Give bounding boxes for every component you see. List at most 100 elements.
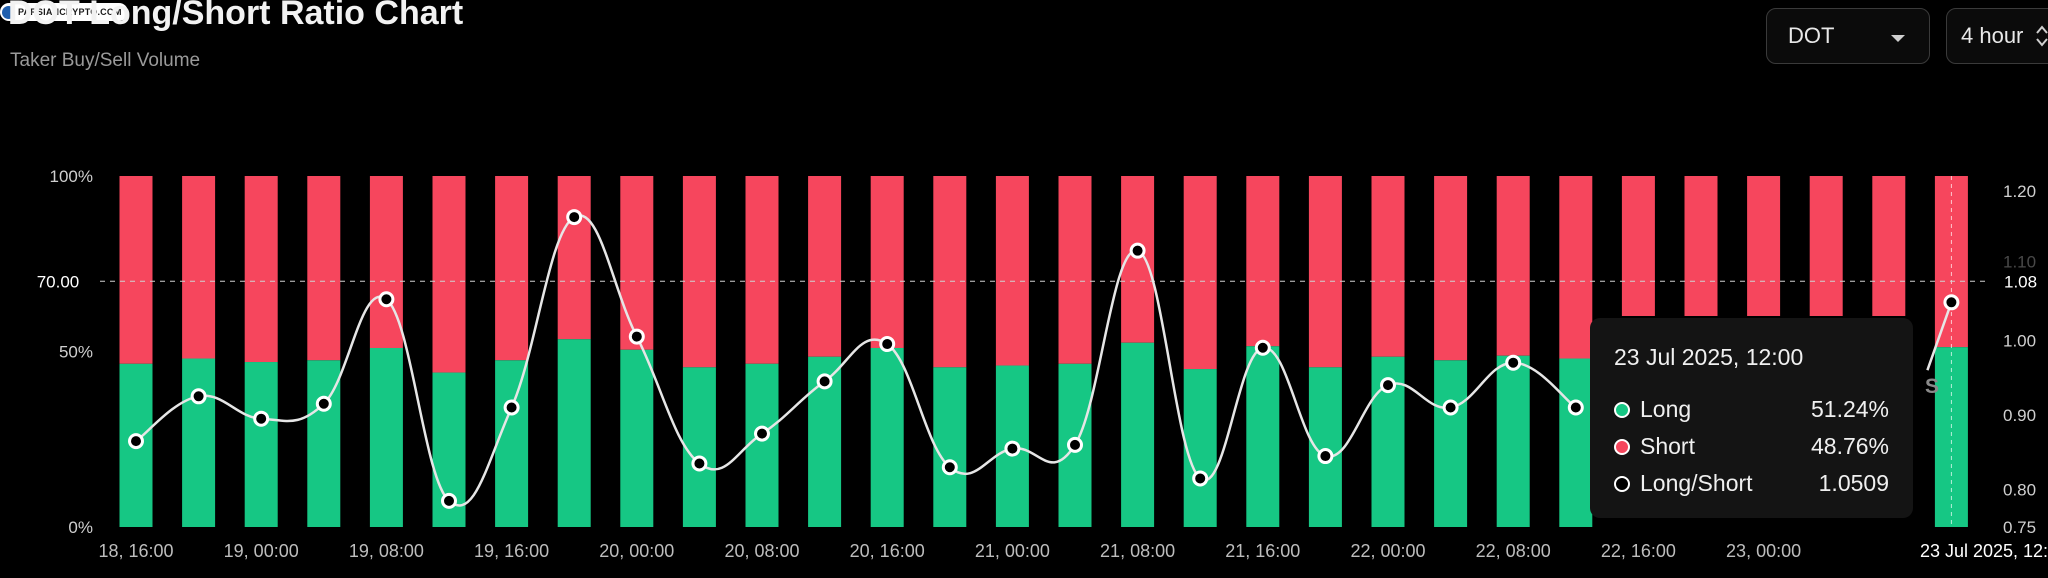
bar-short (1308, 176, 1342, 368)
ratio-point (128, 433, 144, 450)
short-dot-icon (1614, 438, 1630, 455)
caret-down-icon (1891, 35, 1905, 42)
reference-right-label: 1.08 (2004, 272, 2037, 291)
bar-short (870, 176, 904, 348)
x-tick-label: 19, 00:00 (224, 541, 299, 561)
bar-short (1934, 176, 1968, 348)
bar-short-partial (1621, 176, 1655, 316)
x-tick-label: 20, 08:00 (724, 541, 799, 561)
reference-right-label-bg (1992, 266, 2048, 297)
bar-long (244, 362, 278, 527)
ratio-point (315, 395, 332, 412)
y-right-tick-label: 1.00 (2003, 331, 2036, 350)
tooltip-row-long: Long 51.24% (1614, 391, 1889, 428)
bar-long (1496, 355, 1530, 527)
tooltip-row-short: Short 48.76% (1614, 428, 1889, 465)
bar-long (1183, 369, 1217, 527)
y-right-tick-label: 0.80 (2003, 481, 2036, 500)
bar-long (1559, 358, 1593, 527)
ratio-point (941, 459, 958, 476)
bar-long (620, 349, 654, 527)
updown-chevron-icon (2036, 25, 2048, 47)
x-tick-label: 22, 16:00 (1601, 541, 1676, 561)
coin-select-value: DOT (1788, 23, 1835, 48)
long-dot-icon (1614, 401, 1630, 418)
bar-short-partial (1747, 176, 1781, 316)
x-tick-label: 21, 08:00 (1100, 541, 1175, 561)
bar-long (682, 367, 716, 527)
y-left-tick-label: 100% (50, 167, 93, 186)
bar-short (1559, 176, 1593, 359)
interval-select-value: 4 hour (1961, 23, 2024, 48)
tooltip-date: 23 Jul 2025, 12:00 (1614, 344, 1804, 370)
bar-short (1496, 176, 1530, 356)
coin-select[interactable]: DOT (1766, 8, 1930, 64)
tooltip-label: Long/Short (1640, 470, 1753, 496)
x-tick-label: 21, 00:00 (975, 541, 1050, 561)
bar-short-partial (1684, 176, 1718, 316)
ratio-point (566, 209, 583, 226)
reference-left-label: 70.00 (37, 272, 80, 291)
bar-long (1121, 342, 1155, 527)
x-tick-label: 19, 08:00 (349, 541, 424, 561)
x-tick-label-bg (1868, 534, 2048, 564)
x-tick-label: 21, 16:00 (1225, 541, 1300, 561)
bar-long (1934, 347, 1968, 527)
ratio-point (253, 410, 270, 427)
tooltip-value: 51.24% (1810, 396, 1889, 422)
y-right-tick-label: 0.75 (2003, 518, 2036, 537)
bar-short (119, 176, 153, 364)
ratio-point (503, 399, 520, 416)
chart-tooltip: 23 Jul 2025, 12:00 Long 51.24% Short 48.… (1590, 318, 1913, 518)
ratio-point (1254, 339, 1271, 356)
ratio-point (754, 425, 770, 442)
ratio-point (691, 455, 708, 472)
interval-select[interactable]: 4 hour (1946, 8, 2048, 64)
page-subtitle: Taker Buy/Sell Volume (10, 50, 201, 71)
bar-long (182, 358, 216, 527)
ratio-point (1380, 377, 1396, 394)
bar-short (808, 176, 842, 357)
ratio-point (628, 328, 645, 345)
bar-short (244, 176, 278, 363)
logo-icon (2, 5, 15, 19)
bar-short (1058, 176, 1092, 364)
x-tick-label-active: 23 Jul 2025, 12:00 (1920, 541, 2048, 561)
bar-short (432, 176, 466, 373)
y-right-tick-label: 1.20 (2003, 182, 2036, 201)
bar-short-partial (1872, 176, 1906, 316)
tooltip-row-ratio: Long/Short 1.0509 (1614, 465, 1889, 502)
bar-long (557, 339, 591, 527)
ratio-point (879, 336, 896, 353)
bar-short (682, 176, 716, 368)
page-title: DOT Long/Short Ratio Chart (8, 0, 464, 32)
x-tick-label: 22, 00:00 (1350, 541, 1425, 561)
reference-left-label-bg (18, 266, 96, 297)
bar-short (1183, 176, 1217, 370)
bar-long (1434, 360, 1468, 527)
y-right-tick-label: 0.90 (2003, 406, 2036, 425)
ratio-point (1943, 294, 1960, 311)
ratio-point (378, 291, 395, 308)
bar-short (995, 176, 1029, 366)
bar-long (933, 367, 967, 527)
tooltip-label: Long (1640, 396, 1692, 422)
ratio-point (1505, 354, 1522, 371)
tooltip-label: Short (1640, 433, 1695, 459)
bar-short-partial (1809, 176, 1843, 316)
bar-short (307, 176, 341, 361)
bar-long (745, 363, 779, 527)
x-tick-label: 19, 16:00 (474, 541, 549, 561)
bar-long (1246, 346, 1280, 527)
ratio-point (1442, 399, 1459, 416)
bar-short (745, 176, 779, 364)
bar-short (495, 176, 529, 361)
ratio-point (1129, 242, 1146, 259)
bar-short (1434, 176, 1468, 361)
ratio-point (1567, 399, 1584, 416)
bar-short (620, 176, 654, 350)
x-tick-label: 20, 00:00 (599, 541, 674, 561)
x-tick-label: 22, 08:00 (1476, 541, 1551, 561)
brand-logo: PARSIANCRYPTO.COM (0, 3, 128, 21)
